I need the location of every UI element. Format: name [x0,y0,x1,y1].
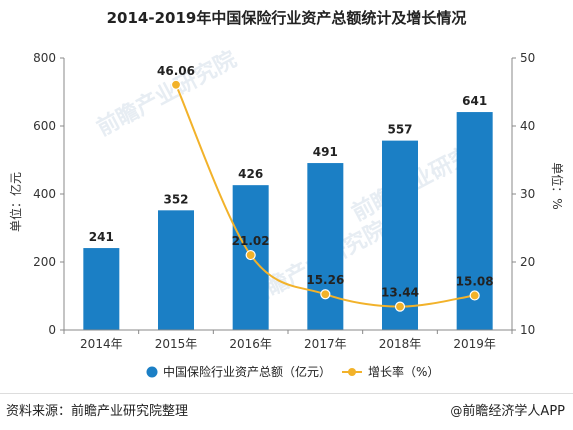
growth-line [175,84,475,308]
right-axis-title: 单位：% [550,162,565,209]
left-tick-label: 800 [33,51,56,65]
watermark-layer: 前瞻产业研究院前瞻产业研究院前瞻产业研究院 [93,46,496,311]
right-tick-label: 30 [520,187,535,201]
growth-point [469,290,480,301]
growth-value-label: 15.08 [456,274,494,288]
chart-canvas: 前瞻产业研究院前瞻产业研究院前瞻产业研究院 0 200 400 600 800 单位：亿元… [8,46,565,379]
growth-value-label: 21.02 [232,234,270,248]
bar-value-label: 426 [238,167,263,181]
growth-point [320,289,331,300]
right-tick-label: 20 [520,255,535,269]
credit-text: 前瞻经济学人APP [462,404,565,419]
watermark-text: 前瞻产业研究院 [93,46,241,141]
legend-bar-label: 中国保险行业资产总额（亿元） [163,364,331,379]
right-tick-label: 40 [520,119,535,133]
legend-line-label: 增长率（%） [368,364,439,379]
left-tick-label: 0 [48,323,56,337]
right-tick-label: 10 [520,323,535,337]
growth-value-label: 15.26 [306,273,344,287]
growth-point [245,249,256,261]
credit-symbol: @ [450,404,463,418]
x-tick-label: 2014年 [80,337,123,351]
source-note: 资料来源：前瞻产业研究院整理 [6,404,189,419]
bar-series: 241 352 426 491 557 641 [83,94,493,330]
growth-value-label: 13.44 [381,286,419,300]
x-axis: 2014年 2015年 2016年 2017年 2018年 2019年 [63,329,513,351]
bar [382,140,418,330]
bar [83,248,120,330]
footer: 资料来源：前瞻产业研究院整理 @前瞻经济学人APP [0,393,573,420]
x-tick-label: 2017年 [304,337,347,351]
bar [158,210,194,330]
left-tick-label: 400 [33,187,56,201]
growth-point [170,79,182,90]
bar [307,163,344,330]
credit: @前瞻经济学人APP [450,400,565,419]
bar-value-label: 641 [462,94,487,108]
bar-value-label: 491 [313,145,338,159]
legend-line-marker [348,368,356,376]
x-tick-label: 2019年 [453,337,496,351]
bar-value-label: 241 [89,230,114,244]
left-tick-label: 600 [33,119,56,133]
legend-bar-swatch [146,366,158,378]
left-axis: 0 200 400 600 800 单位：亿元 [8,51,65,337]
left-tick-label: 200 [33,255,56,269]
bar-value-label: 557 [387,123,412,137]
growth-point [394,301,406,312]
x-tick-label: 2016年 [229,337,272,351]
left-axis-title: 单位：亿元 [8,172,23,232]
x-tick-label: 2015年 [155,337,198,351]
right-axis: 10 20 30 40 50 单位：% [511,51,565,337]
x-tick-label: 2018年 [379,337,422,351]
chart-title: 2014-2019年中国保险行业资产总额统计及增长情况 [106,9,467,27]
growth-value-label: 46.06 [157,64,195,78]
right-tick-label: 50 [520,51,535,65]
growth-line-series: 46.06 21.02 15.26 13.44 15.08 [157,64,494,312]
legend: 中国保险行业资产总额（亿元） 增长率（%） [146,364,439,379]
bar-value-label: 352 [163,192,188,206]
